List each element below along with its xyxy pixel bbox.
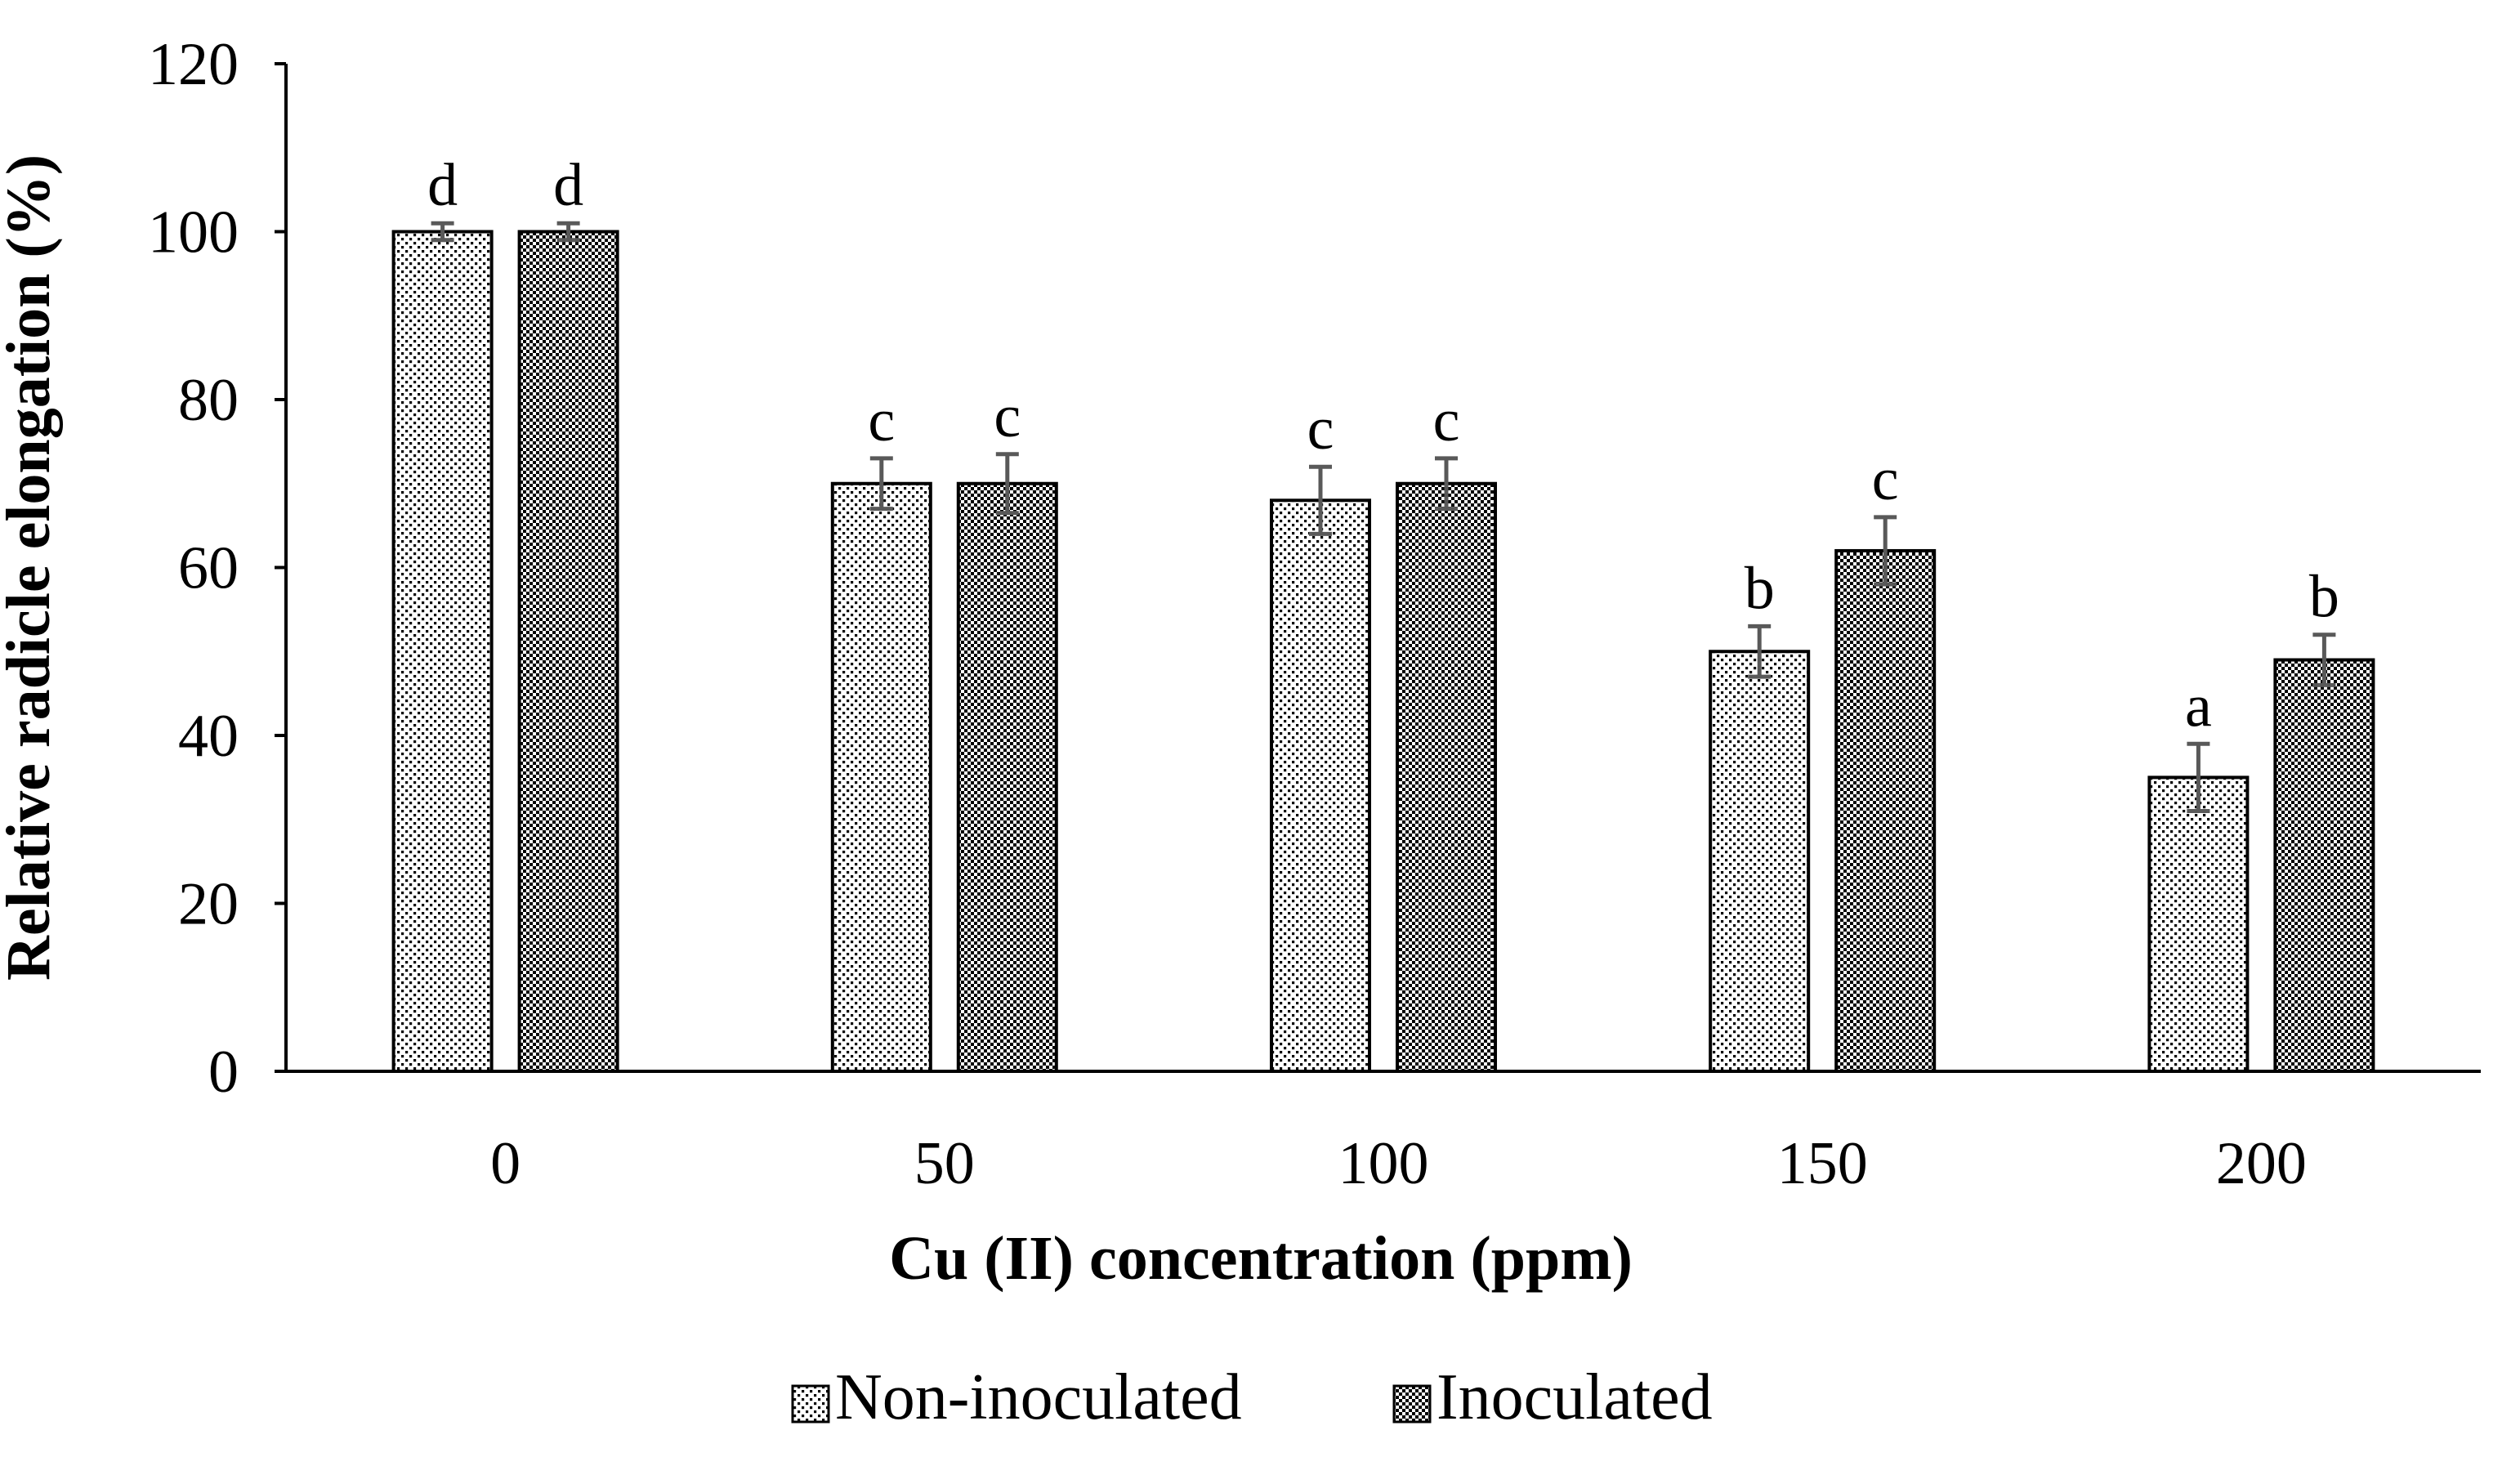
- significance-letter: b: [1745, 555, 1775, 622]
- x-tick-label: 150: [1777, 1130, 1868, 1197]
- bar-inoculated: [517, 230, 619, 1073]
- significance-letter: b: [2309, 564, 2339, 631]
- y-tick-label: 0: [208, 1039, 239, 1106]
- x-tick-label: 0: [490, 1130, 521, 1197]
- legend-label-non-inoculated: Non-inoculated: [835, 1361, 1242, 1433]
- significance-letter: a: [2185, 673, 2212, 740]
- bar-inoculated: [1396, 481, 1497, 1073]
- significance-letter: d: [553, 152, 583, 219]
- bar-non-inoculated: [1709, 650, 1811, 1073]
- significance-letter: c: [1433, 387, 1460, 454]
- y-tick-label: 20: [178, 871, 239, 938]
- significance-letter: c: [868, 387, 895, 454]
- legend-label-inoculated: Inoculated: [1436, 1361, 1713, 1433]
- significance-letter: c: [1307, 396, 1334, 463]
- bar-non-inoculated: [830, 481, 932, 1073]
- bar-inoculated: [1834, 548, 1937, 1073]
- bar-non-inoculated: [391, 230, 494, 1073]
- y-tick-label: 60: [178, 535, 239, 602]
- bar-non-inoculated: [2147, 775, 2250, 1073]
- y-tick-label: 100: [148, 199, 239, 266]
- y-axis-title: Relative radicle elongation (%): [0, 154, 63, 981]
- significance-letter: c: [994, 383, 1021, 450]
- x-axis-title: Cu (II) concentration (ppm): [889, 1224, 1633, 1293]
- y-tick-label: 80: [178, 367, 239, 434]
- x-tick-label: 100: [1338, 1130, 1429, 1197]
- significance-letter: d: [427, 152, 458, 219]
- bar-inoculated: [2273, 658, 2375, 1074]
- y-tick-label: 120: [148, 31, 239, 98]
- x-tick-label: 50: [914, 1130, 975, 1197]
- y-tick-label: 40: [178, 703, 239, 770]
- legend-swatch-inoculated: [1392, 1384, 1432, 1424]
- significance-letter: c: [1872, 446, 1899, 513]
- x-tick-label: 200: [2216, 1130, 2307, 1197]
- bar-inoculated: [956, 481, 1058, 1073]
- legend-swatch-non-inoculated: [791, 1384, 830, 1424]
- bar-non-inoculated: [1270, 498, 1371, 1073]
